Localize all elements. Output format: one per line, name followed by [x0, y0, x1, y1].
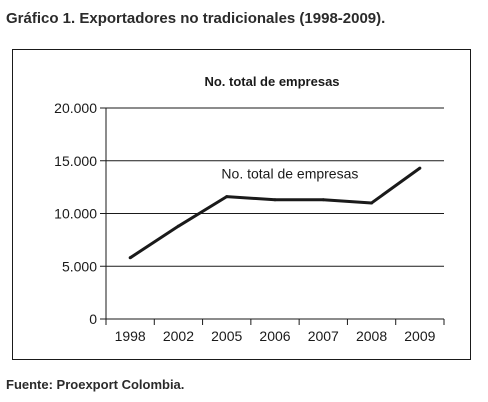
- series-layer: No. total de empresas: [128, 166, 422, 260]
- data-point: [225, 195, 229, 199]
- series-label: No. total de empresas: [221, 166, 358, 182]
- data-point: [418, 166, 422, 170]
- x-tick-label: 2005: [211, 328, 242, 344]
- data-point: [321, 198, 325, 202]
- chart-frame: [12, 49, 471, 360]
- y-tick-label: 0: [89, 311, 97, 327]
- data-point: [128, 256, 132, 260]
- data-point: [370, 201, 374, 205]
- y-tick-label: 15.000: [54, 153, 97, 169]
- x-tick-label: 2002: [163, 328, 194, 344]
- y-tick-label: 5.000: [62, 258, 97, 274]
- x-tick-label: 2008: [356, 328, 387, 344]
- figure-title: Gráfico 1. Exportadores no tradicionales…: [6, 10, 386, 27]
- x-tick-label: 2009: [404, 328, 435, 344]
- x-tick-label: 2007: [308, 328, 339, 344]
- y-axis: 0 5.000 10.000 15.000 20.000: [54, 100, 107, 327]
- chart-title: No. total de empresas: [204, 74, 339, 89]
- y-tick-label: 10.000: [54, 206, 97, 222]
- source-note: Fuente: Proexport Colombia.: [6, 377, 185, 392]
- gridlines: [106, 107, 444, 267]
- data-point: [176, 224, 180, 228]
- x-tick-label: 1998: [115, 328, 146, 344]
- x-axis: 1998 2002 2005 2006 2007 2008 2009: [105, 318, 445, 344]
- x-tick-label: 2006: [259, 328, 290, 344]
- y-tick-label: 20.000: [54, 100, 97, 116]
- data-point: [273, 198, 277, 202]
